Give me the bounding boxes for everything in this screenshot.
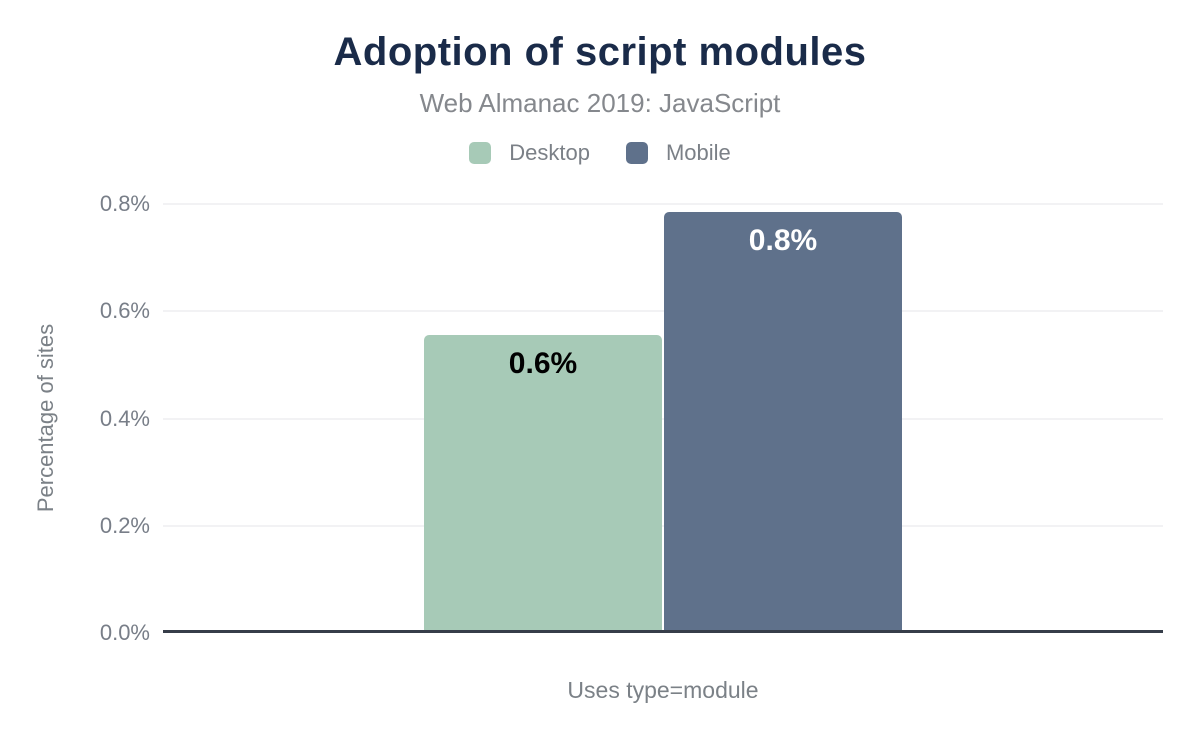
legend-item-desktop[interactable]: Desktop [469, 140, 590, 166]
y-tick-label: 0.4% [99, 405, 150, 431]
gridline [163, 524, 1163, 527]
gridline [163, 203, 1163, 205]
y-tick-label: 0.6% [99, 298, 150, 324]
bar-value-label-mobile: 0.8% [748, 223, 818, 257]
plot-area: 0.6% 0.8% [163, 203, 1163, 633]
x-axis-category-label: Uses type=module [567, 677, 759, 703]
bars-group: 0.6% 0.8% [163, 204, 1163, 630]
chart-title: Adoption of script modules [333, 30, 867, 74]
gridline [163, 310, 1163, 313]
y-tick-label: 0.2% [99, 512, 150, 538]
chart-subtitle: Web Almanac 2019: JavaScript [419, 88, 781, 118]
y-tick-label: 0.8% [99, 191, 150, 216]
legend: Desktop Mobile [0, 140, 1200, 166]
legend-label-mobile: Mobile [665, 140, 731, 165]
gridline [163, 417, 1163, 420]
y-tick-label: 0.0% [99, 620, 150, 645]
legend-item-mobile[interactable]: Mobile [625, 140, 731, 166]
bar-mobile[interactable]: 0.8% [664, 211, 902, 630]
bar-desktop[interactable]: 0.6% [424, 335, 662, 630]
legend-label-desktop: Desktop [509, 140, 590, 165]
desktop-swatch-icon [469, 142, 492, 164]
bar-value-label-desktop: 0.6% [508, 347, 578, 381]
mobile-swatch-icon [625, 142, 648, 164]
